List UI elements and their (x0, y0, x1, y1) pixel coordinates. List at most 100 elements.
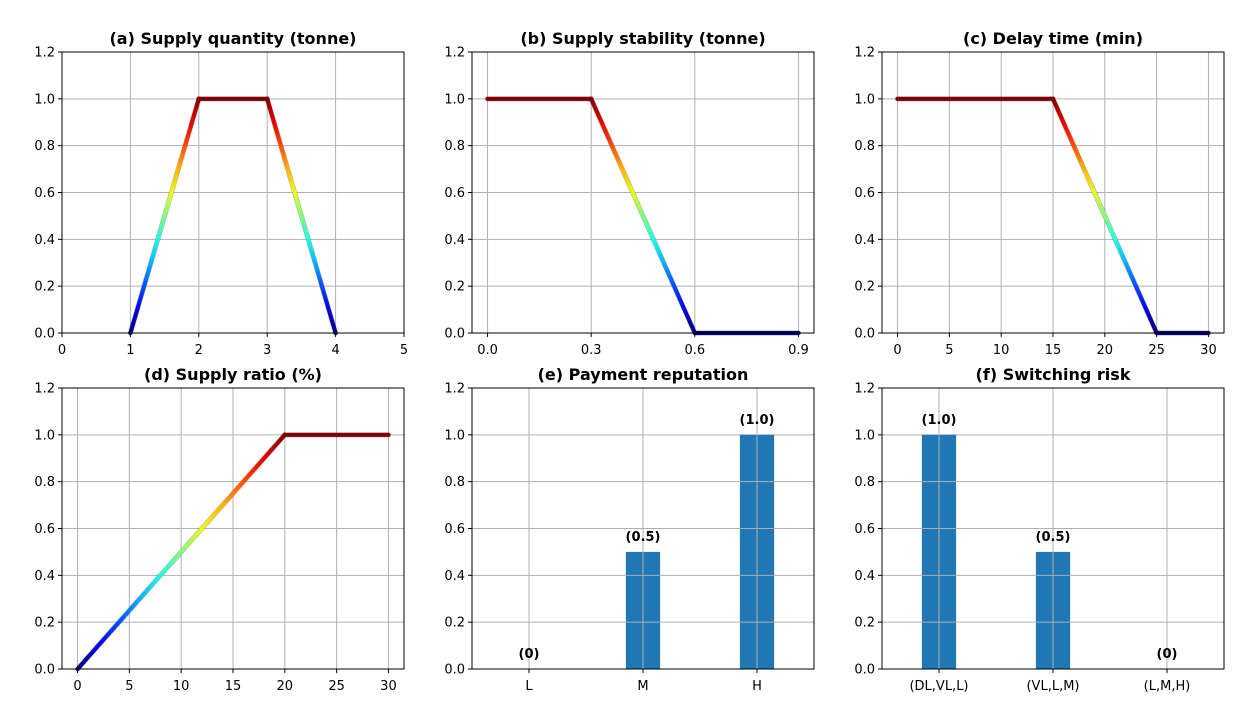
x-tick-label: 3 (263, 343, 271, 358)
y-tick-label: 0.8 (854, 139, 875, 154)
data-label: (0) (519, 647, 540, 662)
x-tick-label: (DL,VL,L) (909, 679, 968, 694)
y-tick-label: 0.4 (444, 569, 465, 584)
x-tick-label: 5 (125, 679, 133, 694)
x-tick-label: 0.0 (477, 343, 498, 358)
y-tick-label: 1.0 (854, 428, 875, 443)
data-point (265, 96, 270, 101)
y-tick-label: 1.0 (444, 92, 465, 107)
y-tick-label: 0.2 (444, 616, 465, 631)
series-line (589, 98, 697, 334)
x-tick-label: 15 (1045, 343, 1062, 358)
data-point (282, 432, 287, 437)
x-tick-label: (VL,L,M) (1026, 679, 1079, 694)
y-tick-label: 0.0 (444, 327, 465, 342)
x-tick-label: 0 (893, 343, 901, 358)
y-tick-label: 0.6 (34, 522, 55, 537)
data-point (1051, 96, 1055, 101)
y-tick-label: 1.2 (854, 46, 875, 61)
chart-panel-6: (f) Switching risk (1.0) (0.5) (0) 0.0 0.2 0.4… (854, 365, 1225, 694)
x-tick-label: L (525, 679, 533, 694)
chart-panel-1: (a) Supply quantity (tonne) 0.0 0.2 0.4 0.6 0… (34, 29, 408, 358)
series-line (1051, 98, 1159, 334)
x-tick-label: 25 (328, 679, 345, 694)
x-tick-label: 0.9 (788, 343, 809, 358)
y-tick-label: 0.4 (444, 233, 465, 248)
y-tick-label: 0.8 (854, 475, 875, 490)
x-tick-label: M (637, 679, 648, 694)
y-tick-label: 0.0 (854, 327, 875, 342)
y-tick-label: 1.0 (34, 428, 55, 443)
y-tick-label: 0.0 (34, 327, 55, 342)
series-line (265, 98, 338, 334)
y-tick-label: 0.8 (34, 475, 55, 490)
chart-panel-4: (d) Supply ratio (%) 0.0 0.2 0.4 0.6 0.8 1.0 1.… (34, 365, 405, 694)
y-tick-label: 0.6 (34, 186, 55, 201)
data-label: (0) (1157, 647, 1178, 662)
y-tick-label: 1.2 (34, 46, 55, 61)
y-tick-label: 1.0 (34, 92, 55, 107)
x-tick-label: 20 (277, 679, 294, 694)
y-tick-label: 0.4 (854, 569, 875, 584)
y-tick-label: 0.6 (854, 186, 875, 201)
y-tick-label: 1.2 (854, 382, 875, 397)
x-tick-label: 20 (1097, 343, 1114, 358)
x-tick-label: 10 (993, 343, 1010, 358)
series-line (76, 433, 287, 671)
chart-title: (b) Supply stability (tonne) (520, 29, 765, 48)
y-tick-label: 0.0 (854, 663, 875, 678)
y-tick-label: 1.0 (854, 92, 875, 107)
x-tick-label: 4 (331, 343, 339, 358)
chart-title: (a) Supply quantity (tonne) (109, 29, 356, 48)
x-tick-label: 0.3 (581, 343, 602, 358)
data-label: (0.5) (1036, 530, 1071, 545)
x-tick-label: 0 (58, 343, 66, 358)
y-tick-label: 0.8 (444, 139, 465, 154)
data-label: (0.5) (626, 530, 661, 545)
x-tick-label: H (752, 679, 762, 694)
y-tick-label: 0.8 (34, 139, 55, 154)
y-tick-label: 0.2 (444, 280, 465, 295)
data-point (895, 96, 900, 101)
chart-title: (e) Payment reputation (538, 365, 749, 384)
data-point (386, 432, 391, 437)
y-tick-label: 1.2 (444, 46, 465, 61)
y-tick-label: 0.0 (444, 663, 465, 678)
y-tick-label: 0.6 (854, 522, 875, 537)
data-label: (1.0) (740, 413, 775, 428)
x-tick-label: (L,M,H) (1144, 679, 1191, 694)
y-tick-label: 0.4 (854, 233, 875, 248)
y-tick-label: 0.6 (444, 186, 465, 201)
chart-panel-2: (b) Supply stability (tonne) 0.0 0.2 0.4 0.6… (444, 29, 815, 358)
data-point (485, 96, 490, 101)
y-tick-label: 0.6 (444, 522, 465, 537)
x-tick-label: 0.6 (684, 343, 705, 358)
y-tick-label: 0.0 (34, 663, 55, 678)
x-tick-label: 1 (126, 343, 134, 358)
x-tick-label: 15 (225, 679, 242, 694)
x-tick-label: 0 (73, 679, 81, 694)
y-tick-label: 1.2 (444, 382, 465, 397)
y-tick-label: 0.4 (34, 569, 55, 584)
y-tick-label: 0.2 (854, 280, 875, 295)
y-tick-label: 1.0 (444, 428, 465, 443)
chart-panel-3: (c) Delay time (min) 0.0 0.2 0.4 0.6 0.8 1.0 1.… (854, 29, 1225, 358)
chart-title: (f) Switching risk (976, 365, 1131, 384)
x-tick-label: 5 (945, 343, 953, 358)
x-tick-label: 10 (173, 679, 190, 694)
x-tick-label: 2 (195, 343, 203, 358)
y-tick-label: 0.2 (854, 616, 875, 631)
x-tick-label: 25 (1148, 343, 1165, 358)
x-tick-label: 30 (1200, 343, 1217, 358)
x-tick-label: 30 (380, 679, 397, 694)
chart-panel-5: (e) Payment reputation (0) (0.5) (1.0) 0.0 0.… (444, 365, 815, 694)
series-line (128, 98, 201, 334)
data-point (589, 96, 594, 101)
chart-title: (d) Supply ratio (%) (144, 365, 322, 384)
data-label: (1.0) (922, 413, 957, 428)
y-tick-label: 0.4 (34, 233, 55, 248)
y-tick-label: 0.8 (444, 475, 465, 490)
y-tick-label: 0.2 (34, 280, 55, 295)
x-tick-label: 5 (400, 343, 408, 358)
